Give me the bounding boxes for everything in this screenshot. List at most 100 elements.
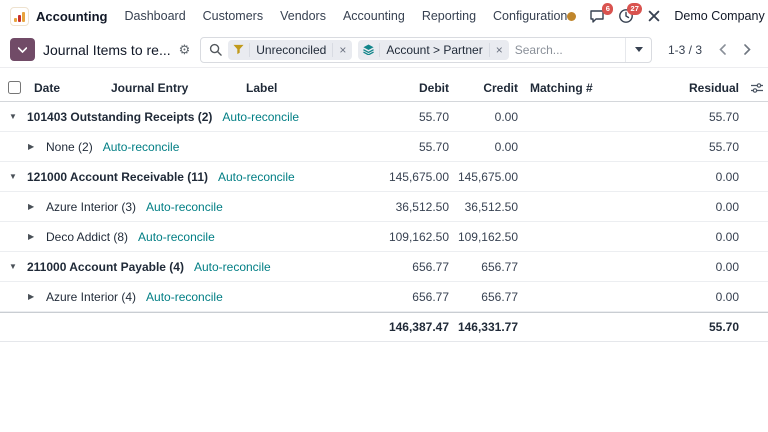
menu-customers[interactable]: Customers bbox=[202, 9, 264, 23]
auto-reconcile-link[interactable]: Auto-reconcile bbox=[102, 139, 180, 154]
column-header-date[interactable]: Date bbox=[34, 80, 61, 95]
accounting-app-icon bbox=[10, 6, 29, 26]
group-row[interactable]: ▶ Azure Interior (3) Auto-reconcile 36,5… bbox=[0, 192, 768, 222]
debit-value: 145,675.00 bbox=[388, 169, 449, 184]
credit-value: 0.00 bbox=[494, 139, 518, 154]
debit-value: 656.77 bbox=[412, 289, 449, 304]
chevron-right-icon bbox=[743, 44, 751, 55]
residual-value: 0.00 bbox=[715, 289, 739, 304]
menu-configuration[interactable]: Configuration bbox=[493, 9, 568, 23]
messages-icon[interactable]: 6 bbox=[589, 3, 614, 24]
debit-value: 55.70 bbox=[418, 139, 449, 154]
pager-previous-button[interactable] bbox=[711, 39, 733, 61]
residual-value: 0.00 bbox=[715, 229, 739, 244]
credit-value: 0.00 bbox=[494, 109, 518, 124]
presence-dot-icon[interactable] bbox=[567, 11, 577, 21]
total-residual: 55.70 bbox=[708, 320, 739, 334]
facet-label: Unreconciled bbox=[249, 42, 332, 57]
total-debit: 146,387.47 bbox=[388, 320, 449, 334]
activities-clock-icon[interactable]: 27 bbox=[618, 3, 643, 24]
residual-value: 0.00 bbox=[715, 199, 739, 214]
action-gear-icon[interactable]: ⚙ bbox=[178, 42, 191, 57]
facet-remove-icon[interactable]: × bbox=[488, 42, 509, 57]
tools-icon[interactable] bbox=[647, 9, 661, 23]
search-bar[interactable]: Unreconciled × Account > Partner × bbox=[200, 36, 653, 63]
caret-right-icon[interactable]: ▶ bbox=[28, 142, 35, 151]
messages-badge: 6 bbox=[602, 3, 614, 15]
debit-value: 656.77 bbox=[412, 259, 449, 274]
activities-badge: 27 bbox=[627, 3, 643, 15]
company-name[interactable]: Demo Company bbox=[674, 9, 765, 23]
debit-value: 55.70 bbox=[418, 109, 449, 124]
caret-down-icon[interactable]: ▼ bbox=[9, 112, 17, 121]
group-row[interactable]: ▼ 121000 Account Receivable (11) Auto-re… bbox=[0, 162, 768, 192]
column-header-label[interactable]: Label bbox=[246, 80, 278, 95]
app-name[interactable]: Accounting bbox=[36, 8, 108, 24]
auto-reconcile-link[interactable]: Auto-reconcile bbox=[138, 229, 215, 244]
auto-reconcile-link[interactable]: Auto-reconcile bbox=[217, 169, 295, 184]
auto-reconcile-link[interactable]: Auto-reconcile bbox=[146, 289, 223, 304]
caret-down-icon[interactable]: ▼ bbox=[9, 172, 17, 181]
pager-next-button[interactable] bbox=[736, 39, 758, 61]
app-switcher[interactable]: Accounting bbox=[10, 6, 108, 26]
search-dropdown-toggle[interactable] bbox=[625, 37, 651, 62]
auto-reconcile-link[interactable]: Auto-reconcile bbox=[193, 259, 271, 274]
caret-right-icon[interactable]: ▶ bbox=[28, 292, 35, 301]
group-row[interactable]: ▶ None (2) Auto-reconcile 55.70 0.00 55.… bbox=[0, 132, 768, 162]
chevron-down-icon bbox=[634, 47, 643, 52]
filter-icon bbox=[228, 44, 249, 55]
caret-down-icon[interactable]: ▼ bbox=[9, 262, 17, 271]
facet-label: Account > Partner bbox=[379, 42, 488, 57]
credit-value: 656.77 bbox=[481, 259, 518, 274]
group-row[interactable]: ▼ 101403 Outstanding Receipts (2) Auto-r… bbox=[0, 102, 768, 132]
group-row[interactable]: ▶ Deco Addict (8) Auto-reconcile 109,162… bbox=[0, 222, 768, 252]
search-input[interactable] bbox=[514, 42, 620, 57]
column-header-debit[interactable]: Debit bbox=[419, 80, 449, 95]
totals-row: 146,387.47 146,331.77 55.70 bbox=[0, 312, 768, 342]
auto-reconcile-link[interactable]: Auto-reconcile bbox=[146, 199, 223, 214]
journal-items-list: Date Journal Entry Label Debit Credit Ma… bbox=[0, 74, 768, 342]
group-title: 121000 Account Receivable (11) bbox=[27, 169, 208, 184]
caret-right-icon[interactable]: ▶ bbox=[28, 202, 35, 211]
credit-value: 656.77 bbox=[481, 289, 518, 304]
total-credit: 146,331.77 bbox=[457, 320, 518, 334]
page-title: Journal Items to re... bbox=[43, 41, 171, 58]
facet-groupby-account-partner[interactable]: Account > Partner × bbox=[358, 39, 509, 60]
menu-vendors[interactable]: Vendors bbox=[280, 9, 326, 23]
menu-reporting[interactable]: Reporting bbox=[421, 9, 477, 23]
layers-icon bbox=[358, 44, 379, 55]
group-row[interactable]: ▶ Azure Interior (4) Auto-reconcile 656.… bbox=[0, 282, 768, 312]
facet-filter-unreconciled[interactable]: Unreconciled × bbox=[228, 39, 353, 60]
optional-columns-icon[interactable] bbox=[745, 82, 768, 94]
residual-value: 0.00 bbox=[715, 169, 739, 184]
group-title: None (2) bbox=[46, 139, 93, 154]
select-all-checkbox[interactable] bbox=[7, 81, 21, 94]
top-navbar: Accounting Dashboard Customers Vendors A… bbox=[0, 0, 768, 32]
search-icon bbox=[209, 43, 223, 56]
residual-value: 0.00 bbox=[715, 259, 739, 274]
pager-value: 1-3 / 3 bbox=[667, 42, 702, 57]
caret-right-icon[interactable]: ▶ bbox=[28, 232, 35, 241]
debit-value: 36,512.50 bbox=[395, 199, 449, 214]
credit-value: 145,675.00 bbox=[457, 169, 518, 184]
favorites-dropdown-button[interactable] bbox=[10, 38, 35, 61]
column-header-journal-entry[interactable]: Journal Entry bbox=[111, 80, 189, 95]
group-title: 211000 Account Payable (4) bbox=[27, 259, 184, 274]
group-title: Azure Interior (4) bbox=[46, 289, 137, 304]
column-header-residual[interactable]: Residual bbox=[688, 80, 739, 95]
menu-dashboard[interactable]: Dashboard bbox=[124, 9, 186, 23]
group-row[interactable]: ▼ 211000 Account Payable (4) Auto-reconc… bbox=[0, 252, 768, 282]
facet-remove-icon[interactable]: × bbox=[332, 42, 352, 57]
residual-value: 55.70 bbox=[708, 139, 739, 154]
credit-value: 109,162.50 bbox=[457, 229, 518, 244]
auto-reconcile-link[interactable]: Auto-reconcile bbox=[222, 109, 300, 124]
control-panel: Journal Items to re... ⚙ Unreconciled × … bbox=[0, 32, 768, 68]
group-title: Azure Interior (3) bbox=[46, 199, 137, 214]
debit-value: 109,162.50 bbox=[388, 229, 449, 244]
residual-value: 55.70 bbox=[708, 109, 739, 124]
column-header-credit[interactable]: Credit bbox=[483, 80, 518, 95]
column-header-matching[interactable]: Matching # bbox=[530, 80, 593, 95]
credit-value: 36,512.50 bbox=[464, 199, 518, 214]
group-title: 101403 Outstanding Receipts (2) bbox=[27, 109, 213, 124]
menu-accounting[interactable]: Accounting bbox=[342, 9, 405, 23]
